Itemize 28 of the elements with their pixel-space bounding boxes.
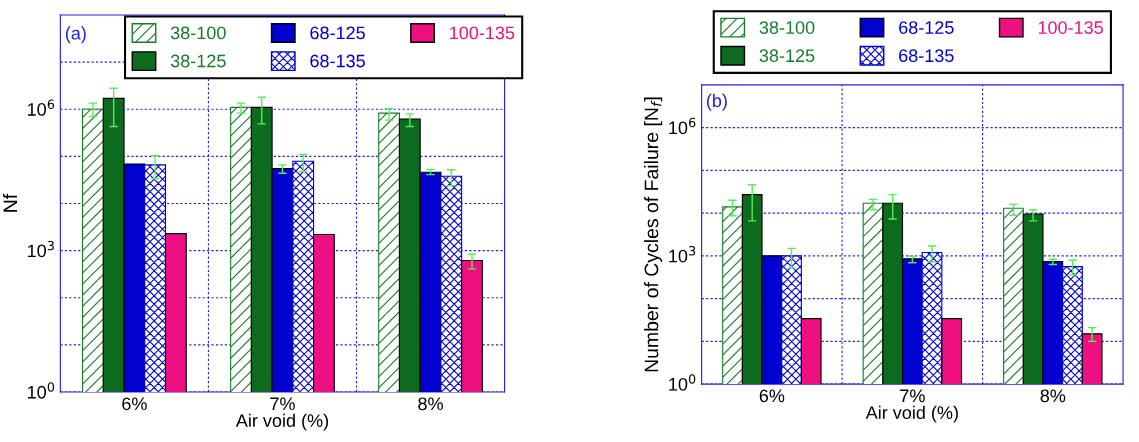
y-tick-label: 10$^{3}$ [27,240,54,258]
x-tick-label: 7% [270,397,295,411]
x-tick-label: 6% [122,397,147,411]
y-tick-label: 10$^{0}$ [669,374,696,391]
legend-label: 68-135 [899,49,954,63]
annotation: (a) [65,26,86,44]
y-axis-title: Nf [2,193,18,212]
legend-label: 38-125 [759,49,815,63]
x-tick-label: 8% [1040,389,1066,403]
legend-label: 68-135 [310,54,365,68]
legend-label: 68-125 [899,21,954,34]
y-tick-label: 10$^{6}$ [669,117,696,135]
annotation: (b) [706,93,727,111]
y-tick-label: 10$^{3}$ [669,245,696,263]
legend-label: 38-100 [170,26,226,40]
x-tick-label: 6% [759,389,785,403]
legend-label: 68-125 [310,26,365,40]
x-axis-title: Air void (%) [235,413,328,431]
y-tick-label: 10$^{6}$ [27,99,55,116]
x-axis-title: Air void (%) [865,405,958,423]
y-axis-title: Number of Cycles of Failure [N$_{f}$] [644,97,663,372]
x-tick-label: 8% [418,397,443,411]
legend-label: 38-100 [759,21,815,34]
x-tick-label: 7% [900,389,925,403]
legend-label: 100-135 [1038,21,1103,34]
y-tick-label: 10$^{0}$ [27,382,55,399]
legend-label: 38-125 [170,54,226,68]
legend-label: 100-135 [450,26,515,40]
